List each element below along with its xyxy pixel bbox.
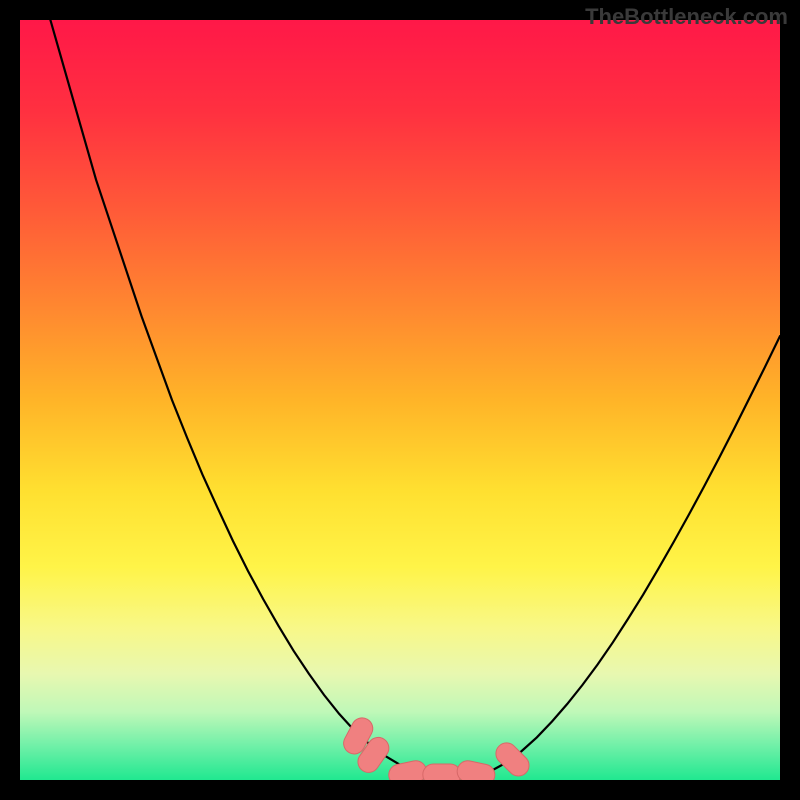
chart-background (20, 20, 780, 780)
watermark-text: TheBottleneck.com (585, 4, 788, 30)
chart-svg (20, 20, 780, 780)
marker-3 (423, 764, 461, 780)
bottleneck-chart (20, 20, 780, 780)
